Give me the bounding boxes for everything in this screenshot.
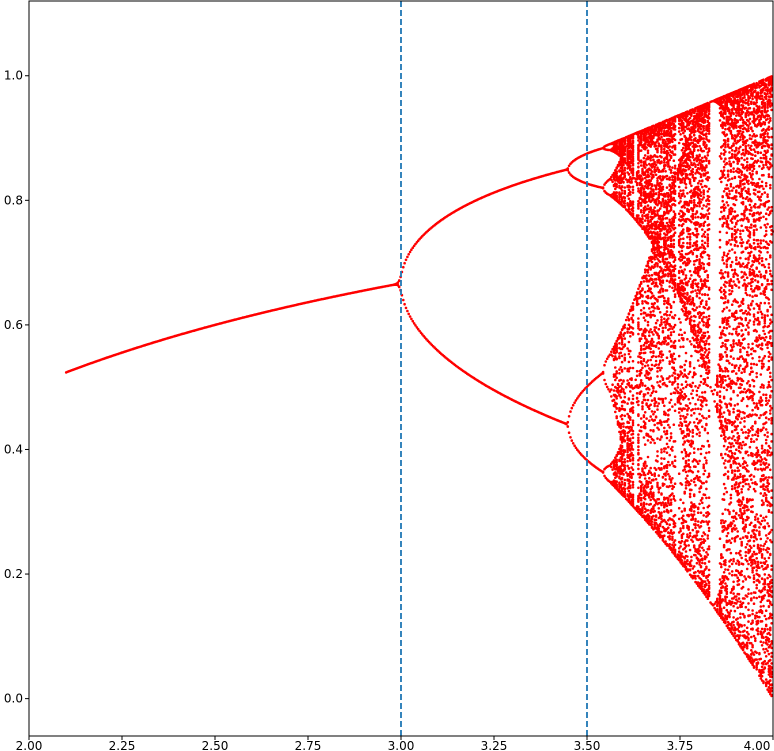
x-tick-label: 3.75 [667, 739, 694, 751]
y-tick-label: 0.8 [4, 193, 23, 207]
reference-lines [400, 1, 588, 736]
y-tick-label: 1.0 [4, 69, 23, 83]
x-tick-label: 3.50 [574, 739, 601, 751]
y-tick-label: 0.4 [4, 442, 23, 456]
scatter-series [64, 75, 774, 698]
x-tick-label: 2.50 [202, 739, 229, 751]
y-axis: 0.0 0.2 0.4 0.6 0.8 1.0 [4, 69, 29, 706]
x-tick-label: 2.00 [16, 739, 43, 751]
x-tick-label: 2.75 [295, 739, 322, 751]
y-tick-label: 0.0 [4, 692, 23, 706]
y-tick-label: 0.6 [4, 318, 23, 332]
data-points [64, 75, 774, 698]
x-tick-label: 3.25 [481, 739, 508, 751]
x-tick-label: 2.25 [109, 739, 136, 751]
x-tick-label: 3.00 [388, 739, 415, 751]
x-tick-label: 4.00 [744, 739, 771, 751]
y-tick-label: 0.2 [4, 567, 23, 581]
x-axis: 2.00 2.25 2.50 2.75 3.00 3.25 3.50 3.75 4.00 [16, 736, 774, 751]
